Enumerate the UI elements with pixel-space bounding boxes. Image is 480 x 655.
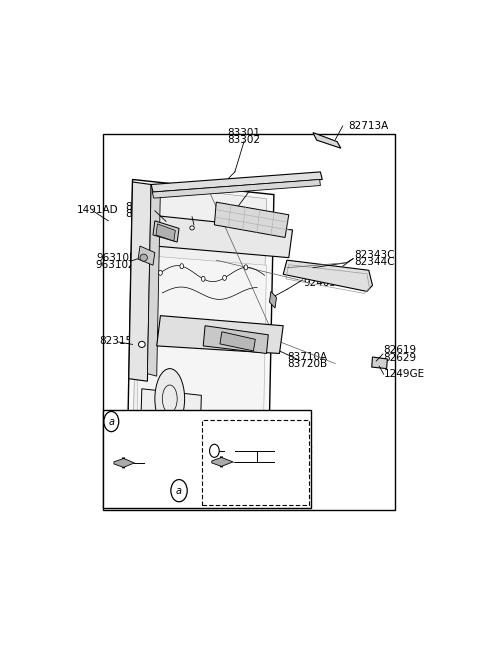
- Text: 83710A: 83710A: [287, 352, 327, 362]
- Circle shape: [244, 265, 248, 270]
- Polygon shape: [147, 185, 160, 376]
- Text: a: a: [108, 417, 114, 426]
- Polygon shape: [156, 224, 175, 241]
- Polygon shape: [136, 255, 266, 467]
- Bar: [203, 420, 309, 505]
- Polygon shape: [203, 326, 268, 354]
- Text: 82713A: 82713A: [348, 121, 388, 131]
- Text: 82315D: 82315D: [162, 210, 204, 220]
- Circle shape: [201, 276, 205, 282]
- Ellipse shape: [155, 369, 185, 429]
- Circle shape: [158, 271, 162, 275]
- Polygon shape: [140, 389, 202, 455]
- Text: 18645C: 18645C: [237, 449, 274, 459]
- Polygon shape: [372, 357, 387, 369]
- Bar: [103, 410, 311, 508]
- Polygon shape: [151, 172, 322, 192]
- Text: 92660B: 92660B: [275, 453, 312, 463]
- Polygon shape: [132, 185, 266, 468]
- Text: (080421-100408): (080421-100408): [188, 425, 267, 434]
- Text: 82620: 82620: [125, 209, 158, 219]
- Polygon shape: [269, 291, 276, 308]
- Ellipse shape: [190, 226, 194, 230]
- Polygon shape: [212, 457, 233, 467]
- Text: 1249GE: 1249GE: [384, 369, 425, 379]
- Text: 83720B: 83720B: [287, 359, 327, 369]
- Polygon shape: [129, 182, 151, 381]
- Text: 82343C: 82343C: [354, 250, 395, 260]
- Text: 96310Z: 96310Z: [96, 259, 136, 270]
- Text: 92405F: 92405F: [304, 278, 343, 288]
- Bar: [103, 134, 395, 510]
- Text: 92406F: 92406F: [304, 271, 343, 281]
- Text: 82629: 82629: [384, 352, 417, 362]
- Text: 83331B: 83331B: [205, 204, 246, 214]
- Ellipse shape: [140, 254, 147, 261]
- Text: a: a: [176, 485, 182, 496]
- Circle shape: [104, 411, 119, 432]
- Text: 83301: 83301: [228, 128, 261, 138]
- Text: 96310K: 96310K: [96, 253, 136, 263]
- Text: 92630A: 92630A: [155, 458, 195, 468]
- Polygon shape: [138, 246, 155, 265]
- Polygon shape: [114, 458, 134, 468]
- Circle shape: [223, 275, 227, 280]
- Text: 1491AD: 1491AD: [77, 205, 119, 215]
- Polygon shape: [127, 179, 274, 474]
- Polygon shape: [283, 260, 372, 291]
- Ellipse shape: [139, 341, 145, 347]
- Text: 83302: 83302: [228, 135, 261, 145]
- Polygon shape: [220, 332, 255, 351]
- Polygon shape: [153, 221, 179, 242]
- Text: 82315A: 82315A: [99, 336, 139, 346]
- Text: 83341B: 83341B: [205, 197, 246, 207]
- Polygon shape: [152, 179, 321, 198]
- Text: 82344C: 82344C: [354, 257, 395, 267]
- Circle shape: [171, 479, 187, 502]
- Circle shape: [180, 264, 184, 269]
- Polygon shape: [156, 316, 283, 354]
- Text: 82610: 82610: [125, 202, 158, 212]
- Polygon shape: [144, 215, 292, 257]
- Text: 92650C: 92650C: [275, 446, 312, 456]
- Polygon shape: [313, 132, 341, 148]
- Text: 82619: 82619: [384, 345, 417, 356]
- Polygon shape: [215, 202, 289, 238]
